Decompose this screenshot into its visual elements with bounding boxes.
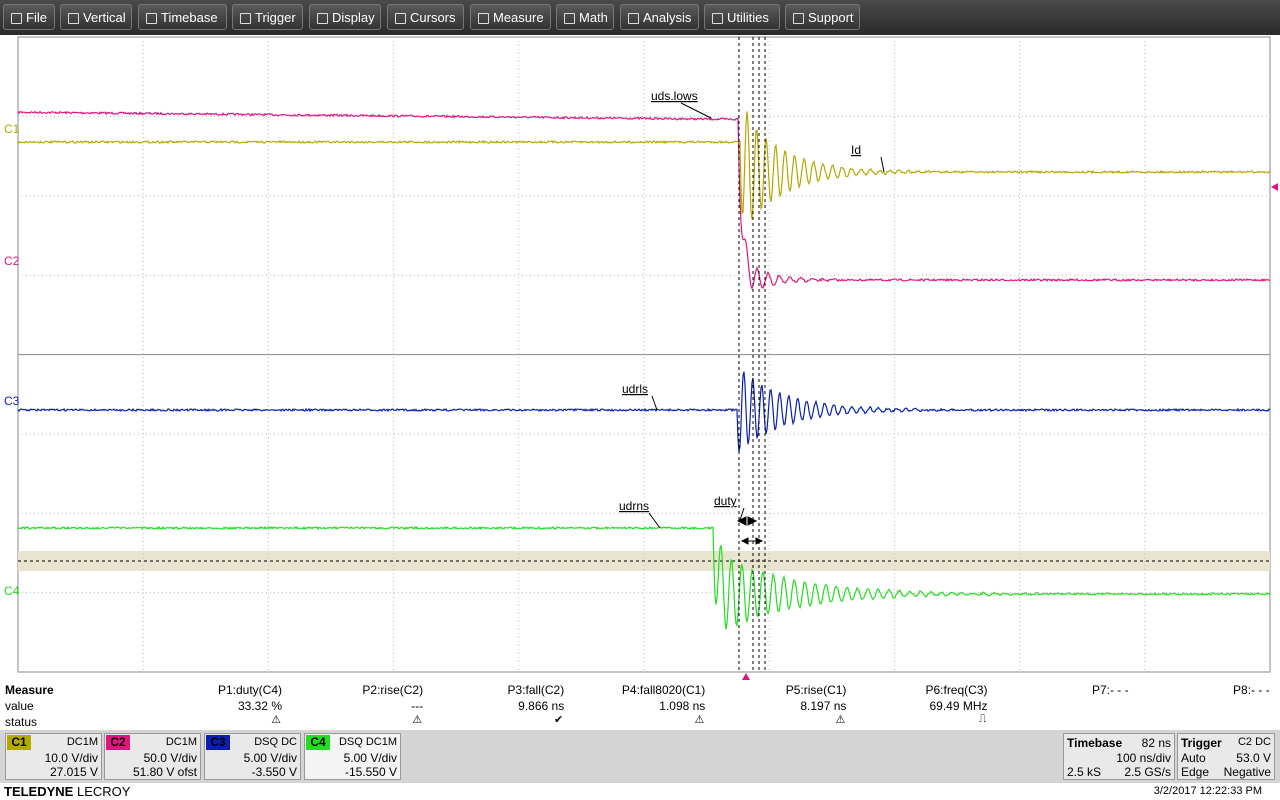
menu-bar: File Vertical Timebase Trigger Display Cursor… [0,0,1280,35]
label-leader [680,102,712,119]
channel-scale: 50.0 V/div [143,751,197,765]
scope-display: uds.lows Id udrls udrns duty C1 C2 C3 C4 [4,36,1278,680]
channel-coupling: DC1M [66,736,98,748]
channel-box: C3 DSQ DC 5.00 V/div -3.550 V [204,733,301,780]
trace-label: uds.lows [651,89,698,103]
level-marker [1271,183,1278,191]
trigger-title: Trigger [1181,736,1222,750]
row-label: status [5,715,38,729]
channel-scale: 10.0 V/div [44,751,98,765]
channel-marker: C4 [4,584,20,598]
param-name: P1:duty(C4) [217,683,282,697]
brand-bold: TELEDYNE [4,784,74,799]
param-name: P6:freq(C3) [925,683,988,697]
channel-marker: C2 [4,254,20,268]
channel-box: C1 DC1M 10.0 V/div 27.015 V [5,733,102,780]
channel-offset: -3.550 V [251,765,297,779]
channel-offset: 51.80 V ofst [132,765,197,779]
channel-tab: C2 [106,735,130,750]
channel-coupling: DC1M [165,736,197,748]
timebase-scale: 100 ns/div [1116,751,1171,765]
param-name: P4:fall8020(C1) [621,683,706,697]
label-leader [648,512,661,529]
menu-button[interactable]: Analysis [620,4,699,30]
param-status: ⚠ [835,714,846,726]
param-status: ⚠ [271,714,281,726]
duty-arrow [736,516,764,545]
channel-tab: C1 [7,735,31,750]
param-value: 9.866 ns [518,699,565,713]
trigger-type: Edge [1181,765,1210,779]
menu-button[interactable]: Measure [470,4,551,30]
label-leader [880,156,885,173]
param-name: P3:fall(C2) [507,683,565,697]
trace-label: duty [714,494,737,508]
timebase-rate: 2.5 GS/s [1124,765,1171,779]
param-value: 1.098 ns [659,699,706,713]
menu-button[interactable]: Cursors [387,4,464,30]
label-leader [651,395,658,411]
menu-button[interactable]: Math [556,4,614,30]
menu-button[interactable]: Vertical [60,4,132,30]
param-name: P5:rise(C1) [785,683,847,697]
channel-coupling: DSQ DC1M [338,736,397,748]
brand: TELEDYNE LECROY [4,784,130,799]
datetime: 3/2/2017 12:22:33 PM [1153,785,1262,797]
channel-box: C2 DC1M 50.0 V/div 51.80 V ofst [104,733,201,780]
label-leader [739,507,745,521]
param-status: ⚠ [412,714,423,726]
param-status: ✔ [553,714,564,726]
brand-text: LECROY [76,784,131,799]
channel-offset: 27.015 V [49,765,98,779]
channel-offset: -15.550 V [344,765,397,779]
channel-scale: 5.00 V/div [343,751,397,765]
menu-button[interactable]: Trigger [232,4,303,30]
param-value: 33.32 % [237,699,282,713]
timebase-title: Timebase [1067,736,1123,750]
channel-marker: C1 [4,122,20,136]
param-name: P2:rise(C2) [362,683,424,697]
channel-tab: C4 [306,735,330,750]
menu-button[interactable]: File [3,4,55,30]
trigger-source: C2 DC [1237,736,1271,748]
trigger-box: Trigger C2 DC Auto 53.0 V Edge Negative [1177,733,1275,780]
param-name: P8:- - - [1233,683,1270,697]
trigger-slope: Negative [1223,765,1271,779]
channel-marker: C3 [4,394,20,408]
param-value: --- [411,699,424,713]
menu-button[interactable]: Support [785,4,860,30]
menu-button[interactable]: Utilities [704,4,780,30]
trace-label: udrls [622,382,648,396]
trace-label: Id [851,143,861,157]
param-name: P7:- - - [1091,683,1129,697]
timebase-delay: 82 ns [1141,736,1171,750]
waveform [17,371,1271,452]
trigger-mode: Auto [1181,751,1206,765]
param-value: 69.49 MHz [929,699,988,713]
param-status: ⚠ [694,714,705,726]
channel-tab: C3 [206,735,230,750]
trace-label: udrns [619,499,649,513]
param-status: ⎍ [978,713,987,725]
timebase-box: Timebase 82 ns 100 ns/div 2.5 kS 2.5 GS/s [1063,733,1175,780]
trigger-level: 53.0 V [1236,751,1271,765]
waveform [17,110,1271,290]
menu-button[interactable]: Timebase [138,4,227,30]
menu-button[interactable]: Display [309,4,381,30]
row-label: value [5,699,34,713]
channel-coupling: DSQ DC [254,736,297,748]
timebase-samples: 2.5 kS [1067,765,1102,779]
trigger-marker [742,673,750,680]
waveform [17,111,1271,220]
channel-scale: 5.00 V/div [243,751,297,765]
waveform [17,525,1271,630]
channel-box: C4 DSQ DC1M 5.00 V/div -15.550 V [304,733,401,780]
measure-title: Measure [5,683,54,697]
param-value: 8.197 ns [800,699,847,713]
